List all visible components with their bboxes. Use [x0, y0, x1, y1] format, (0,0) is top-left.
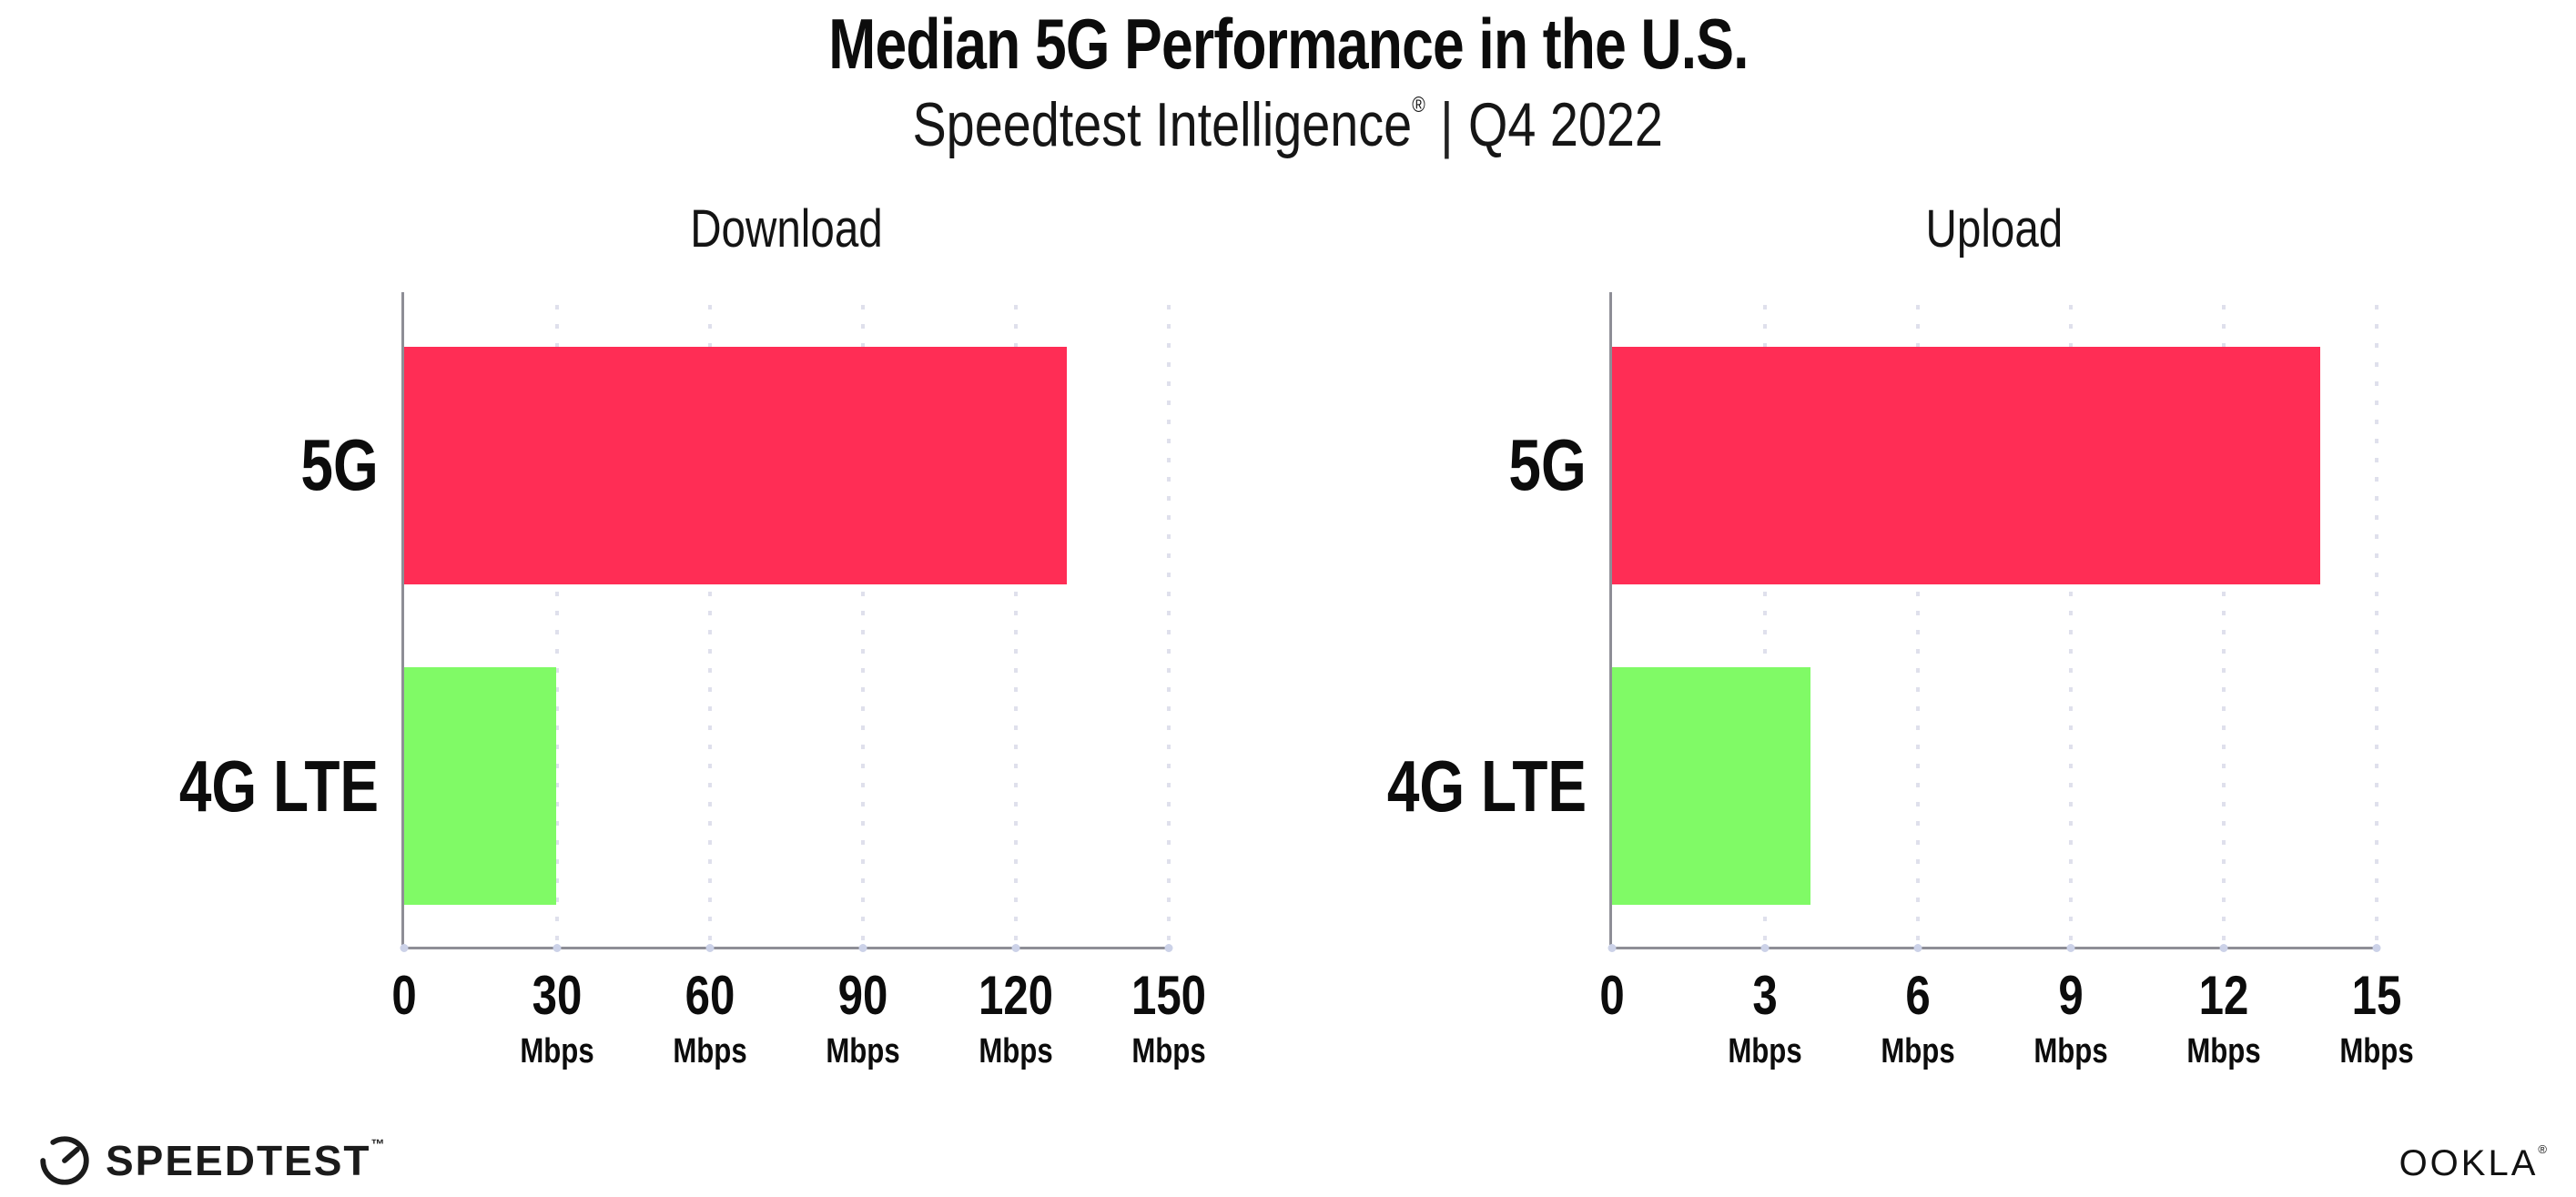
x-tick-value: 120 — [978, 965, 1054, 1026]
ookla-wordmark: OOKLA — [2399, 1143, 2539, 1183]
x-tick-30: 30 Mbps — [512, 965, 602, 1070]
gridline-6 — [1916, 305, 1920, 947]
subtitle-brand: Speedtest Intelligence — [912, 90, 1413, 159]
x-tick-unit: Mbps — [1728, 1032, 1802, 1070]
x-tick-unit: Mbps — [2033, 1032, 2108, 1070]
x-tick-unit: Mbps — [1881, 1032, 1955, 1070]
speedtest-gauge-icon — [40, 1136, 89, 1185]
category-label-4g-lte: 4G LTE — [178, 745, 379, 827]
x-axis: 0 3 Mbps 6 Mbps 9 Mbps 12 Mbps 15 Mbps — [1599, 947, 2413, 1092]
axis-tick-dot — [2066, 944, 2075, 952]
axis-tick-dot — [1760, 944, 1770, 952]
category-label-5g: 5G — [1508, 424, 1587, 506]
x-axis-line — [401, 947, 1172, 949]
y-axis-line — [401, 292, 404, 949]
x-tick-value: 0 — [391, 965, 417, 1026]
x-tick-value: 90 — [837, 965, 888, 1026]
y-axis-line — [1609, 292, 1612, 949]
bar-5g — [404, 346, 1067, 584]
gridline-60 — [708, 305, 712, 947]
gridline-15 — [2375, 305, 2378, 947]
x-tick-unit: Mbps — [826, 1032, 900, 1070]
x-tick-unit: Mbps — [2339, 1032, 2414, 1070]
axis-tick-dot — [1164, 944, 1173, 952]
gridline-3 — [1763, 305, 1767, 947]
page-title-text: Median 5G Performance in the U.S. — [827, 4, 1749, 84]
axis-tick-dot — [2219, 944, 2228, 952]
page-title: Median 5G Performance in the U.S. — [0, 4, 2576, 86]
subtitle-period: Q4 2022 — [1468, 90, 1664, 159]
gridline-30 — [555, 305, 559, 947]
x-tick-150: 150 Mbps — [1123, 965, 1214, 1070]
x-tick-15: 15 Mbps — [2331, 965, 2421, 1070]
speedtest-wordmark: SPEEDTEST™ — [106, 1137, 385, 1184]
speedtest-logo: SPEEDTEST™ — [38, 1134, 385, 1187]
x-tick-3: 3 Mbps — [1719, 965, 1810, 1070]
page-subtitle: Speedtest Intelligence® | Q4 2022 — [0, 89, 2576, 160]
x-tick-value: 150 — [1131, 965, 1207, 1026]
gridline-120 — [1014, 305, 1018, 947]
x-tick-6: 6 Mbps — [1872, 965, 1962, 1070]
bar-5g — [1612, 346, 2321, 584]
registered-mark: ® — [1412, 93, 1425, 117]
x-tick-unit: Mbps — [520, 1032, 594, 1070]
x-tick-value: 9 — [2058, 965, 2084, 1026]
x-axis-line — [1609, 947, 2380, 949]
bar-row-4g-lte — [1612, 626, 2377, 948]
x-tick-60: 60 Mbps — [664, 965, 755, 1070]
registered-mark: ® — [2538, 1142, 2547, 1156]
x-tick-120: 120 Mbps — [970, 965, 1061, 1070]
x-tick-unit: Mbps — [1131, 1032, 1206, 1070]
plot-area: 5G 4G LTE — [179, 292, 1173, 952]
bar-row-5g — [1612, 305, 2377, 626]
axis-tick-dot — [1011, 944, 1020, 952]
x-tick-value: 15 — [2351, 965, 2402, 1026]
gridline-90 — [861, 305, 865, 947]
axis-tick-dot — [1913, 944, 1922, 952]
bar-4g-lte — [1612, 667, 1811, 906]
axis-tick-dot — [400, 944, 409, 952]
trademark-mark: ™ — [370, 1137, 385, 1152]
plot-area: 5G 4G LTE — [1387, 292, 2381, 952]
x-tick-90: 90 Mbps — [817, 965, 908, 1070]
x-tick-unit: Mbps — [2186, 1032, 2261, 1070]
category-label-4g-lte: 4G LTE — [1386, 745, 1587, 827]
axis-tick-dot — [1607, 944, 1617, 952]
x-tick-9: 9 Mbps — [2025, 965, 2115, 1070]
x-axis: 0 30 Mbps 60 Mbps 90 Mbps 120 Mbps 150 Mbps — [391, 947, 1206, 1092]
upload-chart-title: Upload — [1925, 199, 2064, 259]
x-tick-0: 0 — [1597, 969, 1627, 1023]
axis-tick-dot — [553, 944, 562, 952]
download-chart: Download 5G 4G LTE 0 30 Mbps 60 Mbps 90 Mbps 120… — [179, 199, 1206, 1069]
x-tick-12: 12 Mbps — [2178, 965, 2268, 1070]
axis-tick-dot — [858, 944, 867, 952]
gridline-12 — [2222, 305, 2226, 947]
x-tick-unit: Mbps — [979, 1032, 1053, 1070]
bar-row-4g-lte — [404, 626, 1169, 948]
x-tick-value: 0 — [1599, 965, 1625, 1026]
category-label-5g: 5G — [300, 424, 379, 506]
axis-tick-dot — [705, 944, 715, 952]
x-tick-value: 30 — [532, 965, 583, 1026]
subtitle-divider: | — [1440, 90, 1454, 159]
x-tick-value: 3 — [1752, 965, 1778, 1026]
gridline-150 — [1167, 305, 1171, 947]
axis-tick-dot — [2372, 944, 2381, 952]
bar-4g-lte — [404, 667, 556, 906]
download-chart-title: Download — [690, 199, 883, 259]
x-tick-value: 6 — [1905, 965, 1931, 1026]
gridline-9 — [2069, 305, 2073, 947]
x-tick-value: 12 — [2198, 965, 2249, 1026]
x-tick-0: 0 — [389, 969, 419, 1023]
x-tick-value: 60 — [685, 965, 735, 1026]
x-tick-unit: Mbps — [673, 1032, 747, 1070]
upload-chart: Upload 5G 4G LTE 0 3 Mbps 6 Mbps 9 Mbps 12 Mbps 15… — [1387, 199, 2414, 1069]
bar-row-5g — [404, 305, 1169, 626]
page-subtitle-text: Speedtest Intelligence® | Q4 2022 — [913, 89, 1663, 160]
ookla-logo: OOKLA® — [2399, 1142, 2547, 1183]
